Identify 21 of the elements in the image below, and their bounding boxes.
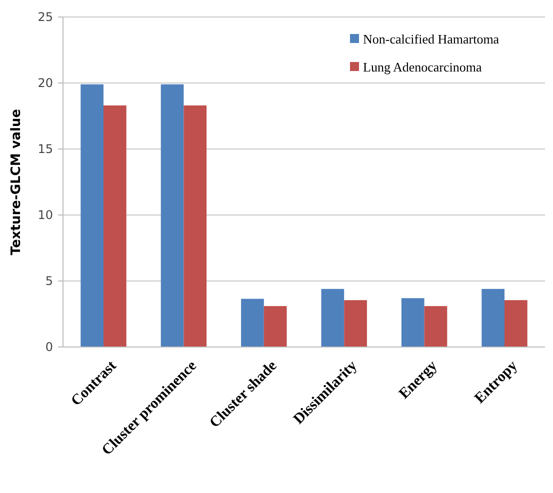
bar: [482, 288, 504, 347]
bar: [344, 300, 367, 347]
bar: [104, 105, 126, 347]
y-tick-label: 0: [45, 340, 53, 354]
y-tick-label: 10: [38, 208, 53, 222]
bar: [321, 288, 344, 347]
y-tick-label: 5: [45, 274, 53, 288]
y-tick-label: 20: [38, 76, 53, 90]
bar: [241, 298, 264, 347]
bar: [80, 84, 104, 347]
y-tick-label: 15: [38, 142, 53, 156]
bar: [184, 105, 207, 347]
bar: [160, 84, 184, 347]
legend-label: Non-calcified Hamartoma: [363, 32, 500, 47]
legend-label: Lung Adenocarcinoma: [363, 60, 482, 75]
y-axis-title: Texture-GLCM value: [9, 108, 24, 256]
y-tick-label: 25: [38, 10, 53, 24]
bar: [401, 298, 424, 347]
bar: [504, 300, 528, 347]
bar: [264, 306, 287, 347]
bar: [424, 306, 448, 347]
